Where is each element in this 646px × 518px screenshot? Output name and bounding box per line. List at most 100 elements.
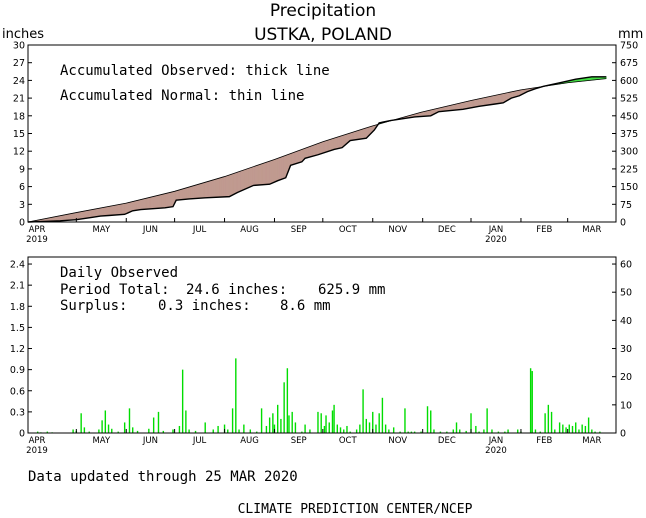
- normal-legend-note: Accumulated Normal: thin line: [60, 88, 304, 104]
- y-tick-label-mm: 60: [620, 260, 632, 271]
- surplus-inches: 0.3 inches:: [158, 298, 251, 314]
- y-tick-label-mm: 50: [620, 288, 632, 299]
- daily-bar: [178, 425, 181, 433]
- daily-bar: [355, 429, 358, 433]
- daily-title: Daily Observed: [60, 265, 178, 281]
- daily-bar: [172, 429, 174, 433]
- y-tick-label-mm: 750: [620, 41, 638, 52]
- daily-bar: [359, 424, 361, 433]
- y-tick-label-inches: 24: [13, 76, 25, 87]
- y-tick-label-mm: 675: [620, 58, 638, 69]
- daily-bar: [571, 425, 574, 433]
- daily-bar: [384, 424, 387, 433]
- daily-panel: 0 0.3 0.6 0.9 1.2 1.5 1.8 2.1 2.4 0 10 20 30 40 50 60 AP…: [10, 256, 632, 456]
- daily-bar: [439, 431, 442, 433]
- y-tick-label-inches: 9: [19, 164, 25, 175]
- daily-bar: [433, 429, 435, 433]
- daily-bar: [331, 410, 334, 433]
- daily-bar: [162, 430, 165, 433]
- daily-bar: [249, 429, 252, 433]
- x-tick-label-month: DEC: [438, 225, 456, 235]
- daily-bar: [420, 431, 422, 433]
- x-tick-label-month: MAY: [92, 436, 110, 446]
- x-tick-label-year: 2020: [485, 446, 507, 456]
- daily-bar: [235, 358, 237, 433]
- daily-bars: [36, 358, 601, 433]
- daily-bar: [558, 422, 561, 433]
- daily-bar: [286, 368, 289, 433]
- observed-line: [27, 76, 607, 223]
- y-tick-label-inches: 6: [19, 182, 25, 193]
- daily-bar: [346, 425, 348, 433]
- y-tick-label-inches: 2.4: [10, 260, 25, 271]
- daily-bar: [46, 431, 49, 433]
- daily-bar: [136, 430, 139, 433]
- y-tick-label-inches: 0.3: [10, 407, 25, 418]
- normal-line: [27, 78, 607, 223]
- daily-bar: [288, 415, 290, 433]
- daily-bar: [430, 410, 432, 433]
- daily-bar: [475, 425, 477, 433]
- daily-bar: [483, 429, 485, 433]
- x-tick-label-month: NOV: [388, 436, 407, 446]
- daily-bar: [231, 408, 234, 433]
- y-tick-label-inches: 15: [13, 129, 25, 140]
- x-tick-label-month: JUL: [192, 225, 207, 235]
- x-tick-label-month: FEB: [536, 436, 552, 446]
- daily-bar: [497, 431, 500, 433]
- y-tick-label-mm: 20: [620, 372, 632, 383]
- daily-bar: [101, 420, 103, 433]
- daily-bar: [117, 431, 119, 433]
- y-tick-label-mm: 150: [620, 182, 638, 193]
- daily-bar: [544, 413, 546, 433]
- daily-bar: [584, 425, 587, 433]
- daily-bar: [276, 404, 279, 433]
- surplus-label: Surplus:: [60, 298, 127, 314]
- daily-bar: [362, 389, 364, 433]
- daily-bar: [280, 418, 282, 433]
- x-tick-label-month: MAY: [92, 225, 110, 235]
- daily-bar: [452, 429, 454, 433]
- daily-bar: [547, 404, 550, 433]
- daily-bar: [336, 424, 339, 433]
- daily-bar: [368, 422, 371, 433]
- daily-bar: [194, 430, 197, 433]
- daily-bar: [446, 431, 448, 433]
- daily-bar: [72, 429, 74, 433]
- x-tick-label-year: 2019: [26, 235, 48, 245]
- daily-bar: [320, 413, 322, 433]
- daily-bar: [185, 410, 187, 433]
- y-tick-label-inches: 27: [13, 58, 25, 69]
- daily-bar: [36, 431, 39, 433]
- daily-bar: [599, 431, 601, 433]
- daily-bar: [243, 424, 245, 433]
- daily-bar: [157, 411, 160, 433]
- daily-bar: [381, 397, 384, 433]
- daily-bar: [111, 428, 113, 433]
- x-tick-label-month: JUN: [142, 436, 158, 446]
- daily-bar: [392, 427, 395, 433]
- daily-bar: [575, 422, 577, 433]
- daily-bar: [304, 424, 306, 433]
- daily-bar: [507, 429, 509, 433]
- daily-bar: [504, 431, 506, 433]
- daily-bar: [123, 422, 126, 433]
- y-tick-label-inches: 1.5: [10, 323, 25, 334]
- daily-bar: [265, 425, 268, 433]
- y-tick-label-inches: 12: [13, 147, 25, 158]
- y-tick-label-inches: 0.6: [10, 386, 25, 397]
- daily-bar: [181, 369, 184, 433]
- daily-bar: [517, 429, 519, 433]
- daily-bar: [399, 431, 401, 433]
- daily-bar: [301, 431, 303, 433]
- y-tick-label-inches: 30: [13, 41, 25, 52]
- daily-bar: [223, 424, 226, 433]
- daily-bar: [534, 429, 537, 433]
- x-tick-label-year: 2019: [26, 446, 48, 456]
- daily-bar: [550, 411, 553, 433]
- chart-location: USTKA, POLAND: [254, 25, 392, 45]
- x-tick-label-month: SEP: [291, 225, 307, 235]
- right-unit-label: mm: [618, 27, 643, 42]
